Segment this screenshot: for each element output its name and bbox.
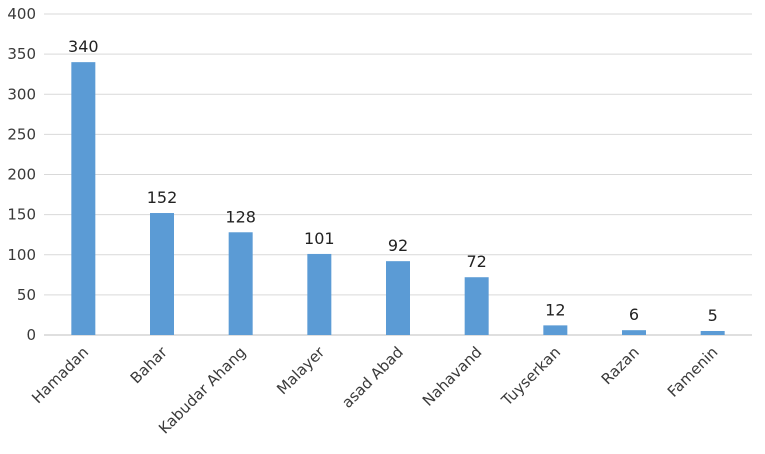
data-labels: 340 152 128 101 92 72 12 6 5 xyxy=(68,37,718,325)
bar xyxy=(71,62,96,336)
bar xyxy=(622,330,646,335)
y-tick-label: 400 xyxy=(7,5,36,23)
y-tick-label: 350 xyxy=(7,45,36,63)
y-axis-tick-labels: 0 50 100 150 200 250 300 350 400 xyxy=(7,5,36,344)
bar xyxy=(543,325,568,335)
category-label: Hamadan xyxy=(28,343,92,407)
bar xyxy=(386,261,410,335)
category-label: Tuyserkan xyxy=(497,343,564,410)
data-label: 340 xyxy=(68,37,99,56)
bar xyxy=(150,213,174,335)
data-label: 128 xyxy=(225,207,256,226)
data-label: 152 xyxy=(147,188,178,207)
data-label: 6 xyxy=(629,305,639,324)
bar xyxy=(228,232,253,335)
category-label: Malayer xyxy=(273,343,329,399)
y-tick-label: 100 xyxy=(7,246,36,264)
category-label: Razan xyxy=(598,343,643,388)
y-tick-label: 50 xyxy=(17,286,36,304)
category-label: Famenin xyxy=(664,343,722,401)
y-tick-label: 200 xyxy=(7,166,36,184)
bar xyxy=(307,253,332,335)
bars xyxy=(71,62,725,336)
data-label: 12 xyxy=(545,300,565,319)
data-label: 92 xyxy=(388,236,408,255)
data-label: 72 xyxy=(466,252,486,271)
category-label: asad Abad xyxy=(338,343,407,412)
data-label: 101 xyxy=(304,229,335,248)
y-tick-label: 250 xyxy=(7,125,36,143)
y-tick-label: 150 xyxy=(7,206,36,224)
bar xyxy=(700,330,725,335)
category-label: Bahar xyxy=(127,343,172,388)
y-tick-label: 300 xyxy=(7,85,36,103)
y-tick-label: 0 xyxy=(26,326,36,344)
bar xyxy=(464,277,489,335)
data-label: 5 xyxy=(708,306,718,325)
category-label: Nahavand xyxy=(419,343,486,410)
